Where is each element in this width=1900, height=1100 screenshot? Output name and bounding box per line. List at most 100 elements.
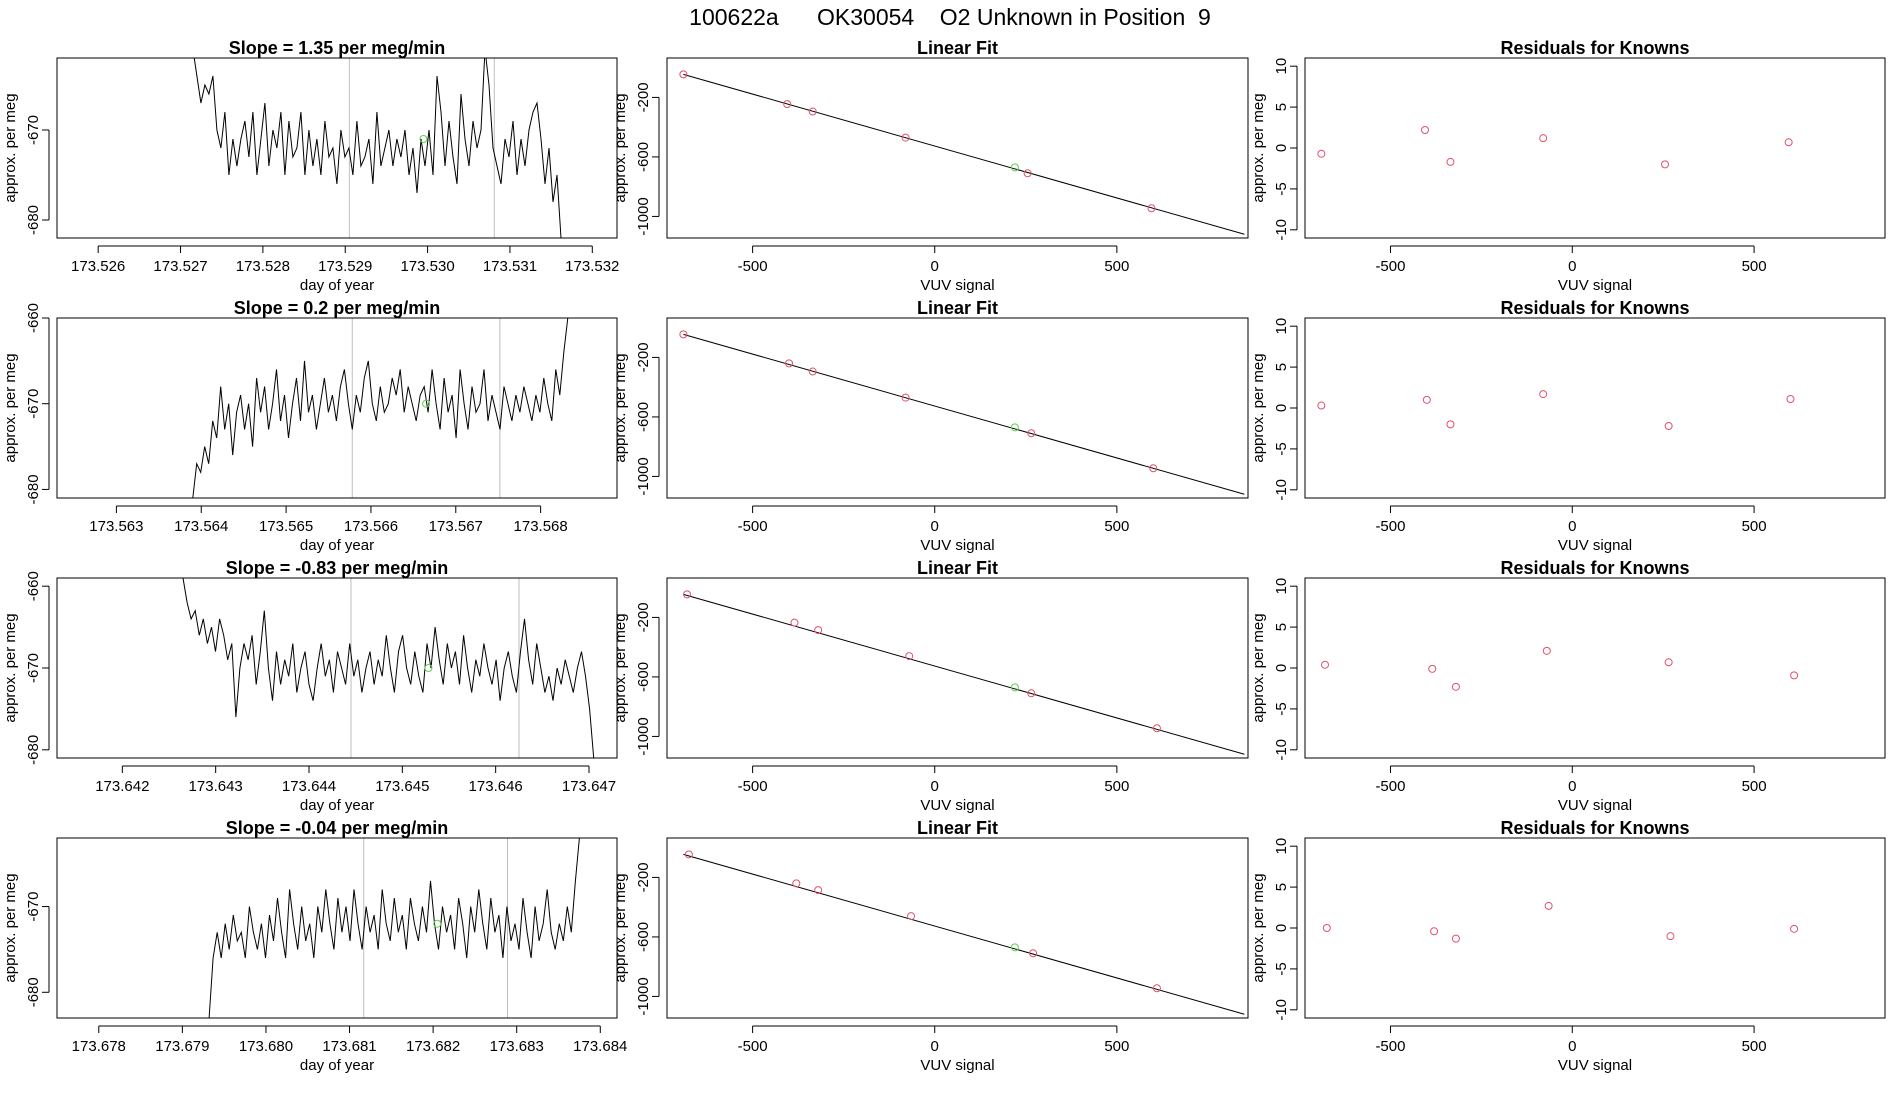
y-axis: -200 -600 -1000 approx. per meg — [612, 82, 660, 236]
y-axis-label: approx. per meg — [612, 613, 629, 722]
panel-2: Linear Fit -500 0 500 VUV signal -200 -600 -100… — [612, 38, 1249, 294]
y-axis-label: approx. per meg — [2, 613, 19, 722]
known-point — [1428, 664, 1437, 673]
known-point — [1023, 169, 1032, 178]
x-tick-label: -500 — [738, 258, 768, 275]
y-tick-label: -200 — [635, 342, 652, 372]
known-point — [1147, 204, 1156, 213]
known-point — [1539, 134, 1548, 143]
known-point — [808, 107, 817, 116]
unknown-point — [1010, 423, 1019, 432]
x-tick-label: -500 — [1375, 518, 1405, 535]
fit-line — [683, 333, 1245, 495]
known-point — [1430, 927, 1439, 936]
known-point — [790, 618, 799, 627]
known-point — [1790, 671, 1799, 680]
x-axis: 173.526 173.527 173.528 173.529 173.530 173.5… — [71, 245, 619, 294]
known-point — [1317, 401, 1326, 410]
y-tick-label: -200 — [635, 862, 652, 892]
panel-title: Residuals for Knowns — [1500, 558, 1689, 578]
x-tick-label: 0 — [1568, 258, 1576, 275]
known-point — [679, 70, 688, 79]
x-tick-label: 173.681 — [322, 1038, 376, 1055]
plot-area — [683, 850, 1245, 1015]
x-axis-label: VUV signal — [1558, 797, 1632, 814]
plot-area — [192, 318, 569, 498]
known-point — [1317, 149, 1326, 158]
y-axis: -660 -670 -680 approx. per meg — [2, 303, 50, 504]
known-point — [814, 886, 823, 895]
x-axis-label: day of year — [300, 537, 374, 554]
known-point — [1446, 420, 1455, 429]
panel-9: Residuals for Knowns -500 0 500 VUV signal 10… — [1250, 558, 1886, 814]
data-series-line — [193, 58, 562, 238]
plot-frame — [666, 317, 1249, 499]
y-tick-label: -680 — [25, 977, 42, 1007]
y-tick-label: 5 — [1273, 623, 1290, 631]
panel-8: Linear Fit -500 0 500 VUV signal -200 -600 -100… — [612, 558, 1249, 814]
x-tick-label: 173.564 — [174, 518, 228, 535]
panel-title: Residuals for Knowns — [1500, 38, 1689, 58]
y-tick-label: -670 — [25, 892, 42, 922]
known-point — [1661, 160, 1669, 169]
y-tick-label: -670 — [25, 389, 42, 419]
x-axis: -500 0 500 VUV signal — [1375, 245, 1767, 294]
known-point — [785, 359, 794, 368]
y-tick-label: -680 — [25, 735, 42, 765]
y-tick-label: 5 — [1273, 363, 1290, 371]
x-tick-label: 173.684 — [573, 1038, 627, 1055]
plot-area — [1321, 646, 1799, 691]
x-tick-label: 173.643 — [189, 778, 243, 795]
x-tick-label: 173.530 — [400, 258, 454, 275]
x-tick-label: 173.531 — [483, 258, 537, 275]
unknown-marker — [433, 919, 442, 928]
known-point — [1421, 126, 1429, 134]
y-axis-label: approx. per meg — [1250, 873, 1267, 982]
x-tick-label: -500 — [738, 518, 768, 535]
x-axis: -500 0 500 VUV signal — [738, 1025, 1129, 1074]
y-tick-label: -670 — [25, 653, 42, 683]
y-tick-label: -660 — [25, 303, 42, 333]
x-axis-label: day of year — [300, 1057, 374, 1074]
panel-title: Slope = 1.35 per meg/min — [229, 38, 446, 58]
known-point — [792, 879, 801, 888]
plot-area — [679, 70, 1245, 235]
y-tick-label: -5 — [1273, 442, 1290, 455]
y-axis: 10 5 0 -5 -10 approx. per meg — [1250, 578, 1298, 761]
fit-line — [683, 853, 1245, 1015]
known-point — [1666, 932, 1675, 941]
y-tick-label: -600 — [635, 402, 652, 432]
plot-frame — [56, 837, 618, 1019]
known-point — [1542, 646, 1551, 655]
plot-area — [182, 578, 595, 758]
y-tick-label: 0 — [1273, 144, 1290, 152]
y-tick-label: 0 — [1273, 664, 1290, 672]
y-tick-label: -10 — [1273, 219, 1290, 241]
y-tick-label: -5 — [1273, 182, 1290, 195]
plot-frame — [56, 317, 618, 499]
y-axis: -200 -600 -1000 approx. per meg — [612, 862, 660, 1016]
x-axis-label: VUV signal — [1558, 537, 1632, 554]
x-tick-label: 173.563 — [89, 518, 143, 535]
y-axis: -670 -680 approx. per meg — [2, 93, 50, 235]
data-series-line — [208, 838, 580, 1018]
y-axis: 10 5 0 -5 -10 approx. per meg — [1250, 838, 1298, 1021]
x-tick-label: 173.528 — [236, 258, 290, 275]
x-axis: 173.642 173.643 173.644 173.645 173.646 173.6… — [95, 765, 616, 814]
panel-title: Slope = -0.04 per meg/min — [226, 818, 449, 838]
x-tick-label: 173.532 — [565, 258, 619, 275]
y-axis: 10 5 0 -5 -10 approx. per meg — [1250, 58, 1298, 241]
plot-frame — [666, 577, 1249, 759]
y-axis-label: approx. per meg — [1250, 613, 1267, 722]
y-tick-label: -1000 — [635, 197, 652, 235]
y-tick-label: -680 — [25, 205, 42, 235]
x-axis: -500 0 500 VUV signal — [1375, 765, 1767, 814]
x-tick-label: -500 — [1375, 1038, 1405, 1055]
plot-area — [1322, 901, 1799, 943]
plot-frame — [1304, 577, 1886, 759]
x-axis: 173.678 173.679 173.680 173.681 173.682 173.6… — [72, 1025, 627, 1074]
unknown-marker — [419, 135, 428, 143]
panel-5: Linear Fit -500 0 500 VUV signal -200 -600 -100… — [612, 298, 1249, 554]
